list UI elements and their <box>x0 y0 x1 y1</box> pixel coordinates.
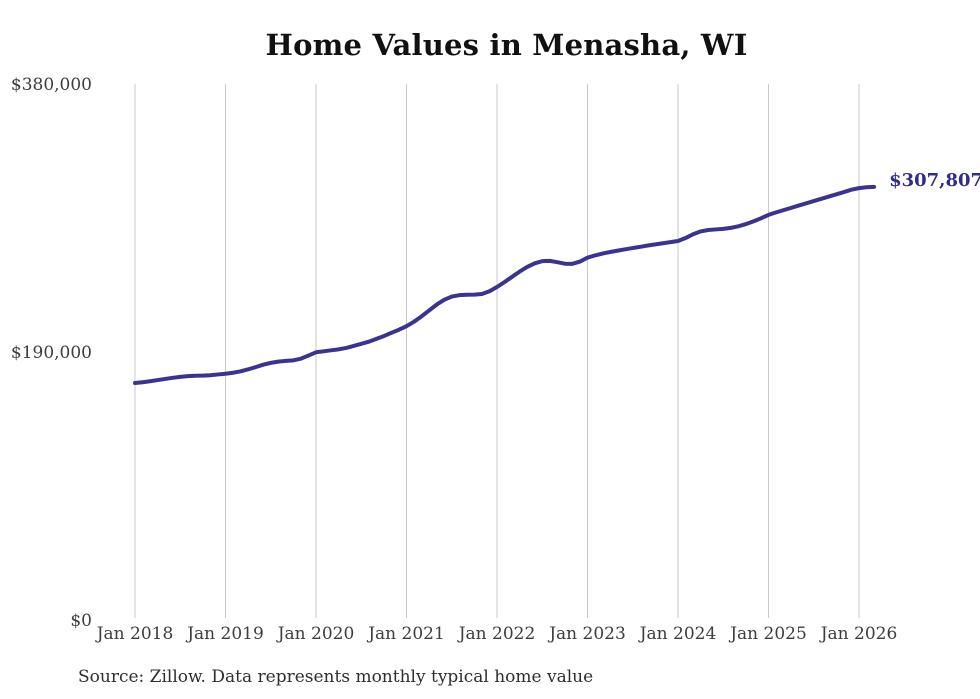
x-axis-label: Jan 2024 <box>639 624 717 644</box>
chart-title: Home Values in Menasha, WI <box>265 28 748 62</box>
x-axis-label: Jan 2020 <box>277 624 355 644</box>
x-axis-label: Jan 2023 <box>549 624 626 644</box>
x-axis-label: Jan 2025 <box>730 624 807 644</box>
x-axis-label: Jan 2021 <box>368 624 445 644</box>
x-axis-label: Jan 2026 <box>820 624 898 644</box>
x-axis-label: Jan 2022 <box>458 624 536 644</box>
x-axis-label: Jan 2018 <box>96 624 174 644</box>
trend-line <box>133 184 877 386</box>
final-value-label: $307,807 <box>889 169 980 191</box>
source-note: Source: Zillow. Data represents monthly … <box>78 667 594 687</box>
y-axis-label: $0 <box>70 611 92 631</box>
y-axis-label: $380,000 <box>10 75 92 95</box>
y-axis-label: $190,000 <box>10 343 92 363</box>
x-axis-label: Jan 2019 <box>187 624 264 644</box>
